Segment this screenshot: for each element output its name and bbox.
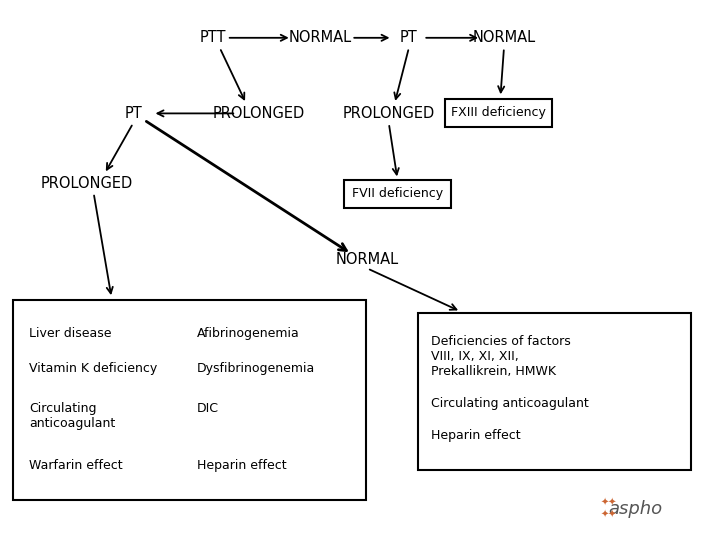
- Text: NORMAL: NORMAL: [289, 30, 352, 45]
- Text: PROLONGED: PROLONGED: [343, 106, 435, 121]
- Text: PT: PT: [125, 106, 142, 121]
- Text: FVII deficiency: FVII deficiency: [352, 187, 443, 200]
- Text: Afibrinogenemia: Afibrinogenemia: [197, 327, 300, 340]
- Text: NORMAL: NORMAL: [472, 30, 536, 45]
- Text: Circulating
anticoagulant: Circulating anticoagulant: [29, 402, 115, 430]
- Text: ✦✦
✦✦: ✦✦ ✦✦: [600, 498, 616, 519]
- Text: Warfarin effect: Warfarin effect: [29, 459, 122, 472]
- Text: Deficiencies of factors
VIII, IX, XI, XII,
Prekallikrein, HMWK: Deficiencies of factors VIII, IX, XI, XI…: [431, 335, 570, 378]
- Text: Circulating anticoagulant: Circulating anticoagulant: [431, 397, 588, 410]
- Text: Vitamin K deficiency: Vitamin K deficiency: [29, 362, 157, 375]
- Text: Heparin effect: Heparin effect: [197, 459, 286, 472]
- Text: Dysfibrinogenemia: Dysfibrinogenemia: [197, 362, 315, 375]
- Text: PTT: PTT: [199, 30, 225, 45]
- Bar: [445, 99, 552, 127]
- Bar: [418, 313, 691, 470]
- Text: PROLONGED: PROLONGED: [40, 176, 132, 191]
- Text: PROLONGED: PROLONGED: [213, 106, 305, 121]
- Text: NORMAL: NORMAL: [336, 252, 399, 267]
- Bar: [344, 180, 451, 208]
- Text: Liver disease: Liver disease: [29, 327, 112, 340]
- Text: Heparin effect: Heparin effect: [431, 429, 520, 442]
- Bar: [13, 300, 366, 500]
- Text: FXIII deficiency: FXIII deficiency: [451, 106, 546, 119]
- Text: DIC: DIC: [197, 402, 219, 415]
- Text: PT: PT: [400, 30, 418, 45]
- Text: aspho: aspho: [608, 500, 662, 518]
